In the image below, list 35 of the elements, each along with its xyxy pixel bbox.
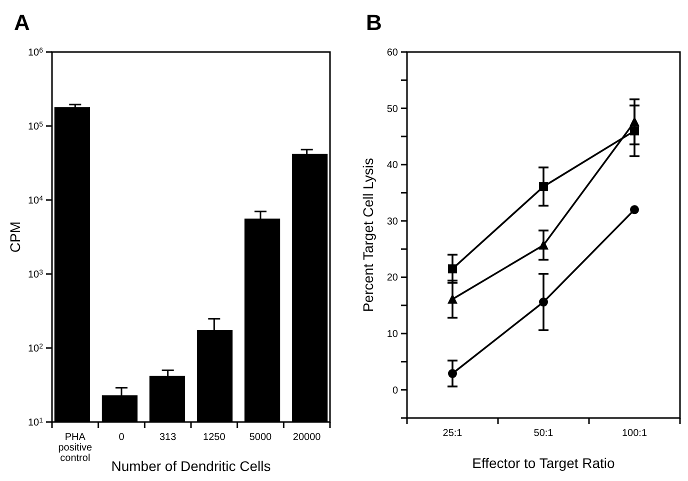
y-tick-label: 10$^{5}$	[28, 121, 44, 132]
x-tick-label: 0	[118, 432, 125, 443]
x-tick-label: 1250	[203, 432, 226, 443]
x-tick-label: PHA positive control	[58, 432, 93, 464]
y-tick-label: 20	[386, 272, 398, 284]
point	[539, 182, 548, 192]
point	[538, 240, 548, 250]
x-tick-label: 5000	[249, 432, 272, 443]
y-tick-label: 60	[386, 48, 398, 58]
x-tick-label: 100:1	[622, 428, 648, 439]
y-axis-title: Percent Target Cell Lysis	[360, 158, 376, 312]
x-tick-label: 25:1	[442, 428, 463, 439]
y-tick-label: 10$^{3}$	[28, 269, 44, 280]
point	[448, 294, 458, 304]
x-tick-label: 20000	[292, 432, 322, 443]
x-axis-title: Number of Dendritic Cells	[111, 458, 271, 474]
x-tick-label: 313	[159, 432, 177, 443]
x-tick-label: 50:1	[534, 428, 554, 439]
y-tick-label: 50	[386, 104, 398, 115]
y-tick-label: 10$^{1}$	[28, 417, 44, 428]
chart-title: A	[14, 10, 30, 35]
point	[448, 264, 457, 274]
x-axis-title: Effector to Target Ratio	[472, 455, 616, 471]
point	[630, 205, 639, 214]
y-tick-label: 0	[392, 385, 398, 396]
y-tick-label: 10	[386, 329, 398, 340]
point	[539, 298, 548, 307]
y-tick-label: 40	[386, 160, 398, 172]
y-tick-label: 10$^{4}$	[28, 195, 44, 206]
chart-title: B	[366, 10, 382, 35]
y-tick-label: 10$^{6}$	[28, 47, 44, 58]
y-axis-title: CPM	[7, 221, 23, 253]
point	[448, 369, 457, 378]
y-tick-label: 30	[386, 216, 398, 228]
y-tick-label: 10$^{2}$	[28, 343, 44, 354]
